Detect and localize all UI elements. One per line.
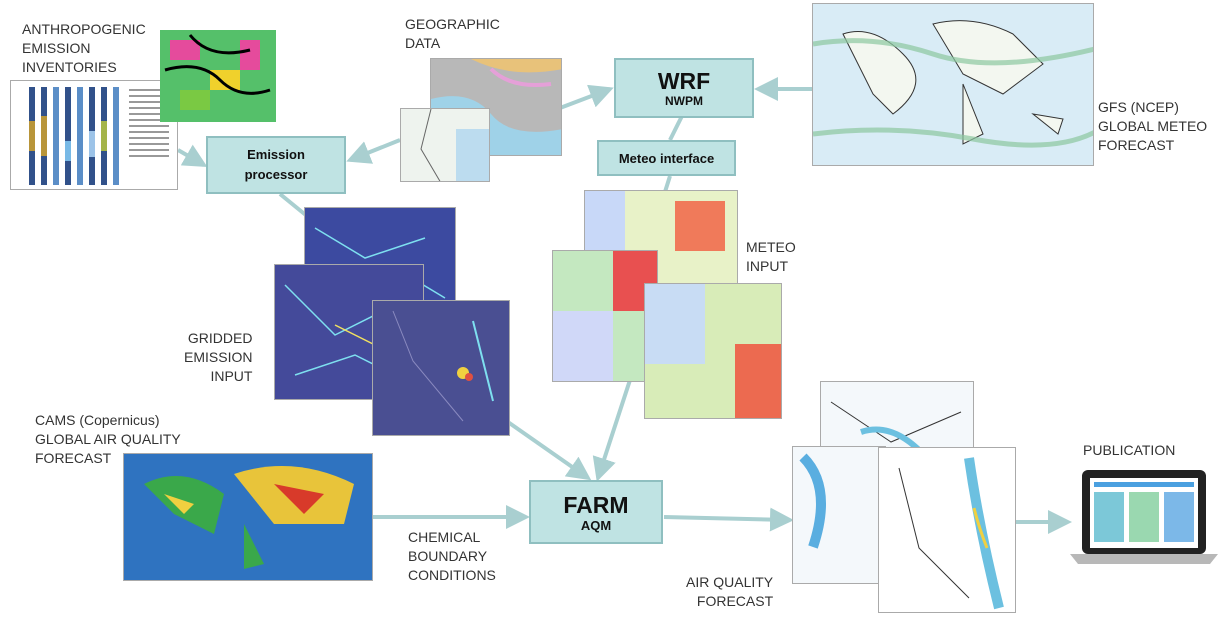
meteo-interface-label: Meteo interface xyxy=(618,150,715,166)
gridded-emission-map-3 xyxy=(372,300,510,436)
emission-line2: processor xyxy=(244,167,308,182)
arrow-inventory-to-emission xyxy=(177,144,208,167)
wrf-subtitle: NWPM xyxy=(665,94,703,108)
laptop-icon xyxy=(1070,468,1218,568)
farm-box: FARM AQM xyxy=(529,480,663,544)
publication-label: PUBLICATION xyxy=(1083,442,1176,458)
chemical-boundary-label: CHEMICAL BOUNDARY CONDITIONS xyxy=(408,529,496,583)
farm-subtitle: AQM xyxy=(580,517,612,533)
aq-map-2 xyxy=(792,446,886,584)
arrow-farm-to-aq xyxy=(663,507,794,532)
gfs-world-map-image xyxy=(812,3,1094,166)
wrf-title: WRF xyxy=(657,68,711,94)
arrow-meteo-to-farm xyxy=(592,379,632,482)
emission-processor-box: Emission processor xyxy=(206,136,346,194)
meteo-input-label: METEO INPUT xyxy=(746,239,796,274)
wrf-box: WRF NWPM xyxy=(614,58,754,118)
arrow-gridded-to-farm xyxy=(503,418,592,481)
air-quality-forecast-label: AIR QUALITY FORECAST xyxy=(686,574,774,609)
gfs-label: GFS (NCEP) GLOBAL METEO FORECAST xyxy=(1098,99,1208,153)
gridded-emission-label: GRIDDED EMISSION INPUT xyxy=(184,330,253,384)
arrow-geo-to-wrf xyxy=(559,84,614,110)
cams-label: CAMS (Copernicus) GLOBAL AIR QUALITY FOR… xyxy=(35,412,181,466)
cams-world-map-image xyxy=(123,453,373,581)
arrow-geo-to-emission xyxy=(346,138,401,164)
geographic-data-label: GEOGRAPHIC DATA xyxy=(405,16,500,51)
farm-title: FARM xyxy=(563,491,629,518)
meteo-input-map-2 xyxy=(552,250,658,382)
emission-line1: Emission xyxy=(247,147,305,162)
anthropogenic-label: ANTHROPOGENIC EMISSION INVENTORIES xyxy=(22,21,146,75)
aq-map-3 xyxy=(878,447,1016,613)
meteo-input-map-3 xyxy=(644,283,782,419)
line-wrf-to-meteo-interface xyxy=(668,115,684,141)
inventory-chart-image xyxy=(10,80,178,190)
emission-grid-map-image xyxy=(160,30,276,122)
meteo-interface-box: Meteo interface xyxy=(597,140,736,176)
kuwait-map-image xyxy=(400,108,490,182)
